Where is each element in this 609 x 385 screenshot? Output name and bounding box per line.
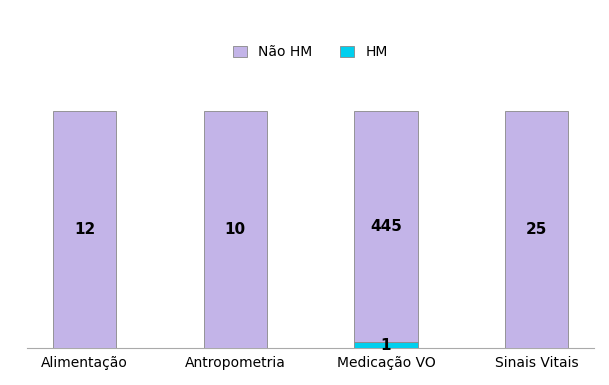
Legend: Não HM, HM: Não HM, HM bbox=[233, 45, 388, 60]
Bar bbox=[203, 110, 267, 348]
Text: 12: 12 bbox=[74, 222, 95, 237]
Text: 1: 1 bbox=[381, 338, 391, 353]
Text: 10: 10 bbox=[225, 222, 246, 237]
Text: 25: 25 bbox=[526, 222, 547, 237]
Bar bbox=[354, 342, 418, 348]
Text: 445: 445 bbox=[370, 219, 402, 234]
Bar bbox=[505, 110, 568, 348]
Bar bbox=[354, 110, 418, 342]
Bar bbox=[53, 110, 116, 348]
